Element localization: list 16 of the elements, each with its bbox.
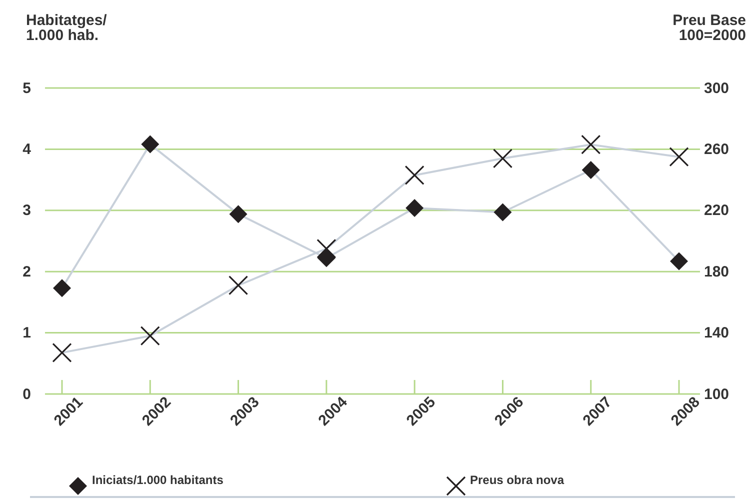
y2-axis-title: Preu Base 100=2000 <box>672 12 746 44</box>
legend-label: Preus obra nova <box>470 473 564 487</box>
y-tick-label: 4 <box>22 141 32 158</box>
legend-label: Iniciats/1.000 habitants <box>92 473 224 487</box>
y2-tick-label: 260 <box>704 141 730 158</box>
y2-tick-label: 220 <box>704 202 730 220</box>
y2-tick-label: 300 <box>704 80 730 97</box>
y-tick-label: 3 <box>22 202 31 220</box>
y2-tick-label: 180 <box>704 263 730 280</box>
y-tick-label: 0 <box>22 386 31 403</box>
y2-tick-label: 100 <box>704 386 730 403</box>
y-tick-label: 2 <box>22 263 31 280</box>
y-tick-label: 5 <box>22 80 31 97</box>
y-tick-label: 1 <box>22 324 31 342</box>
y-axis-title: Habitatges/ 1.000 hab. <box>26 12 108 44</box>
y2-tick-label: 140 <box>704 324 730 342</box>
